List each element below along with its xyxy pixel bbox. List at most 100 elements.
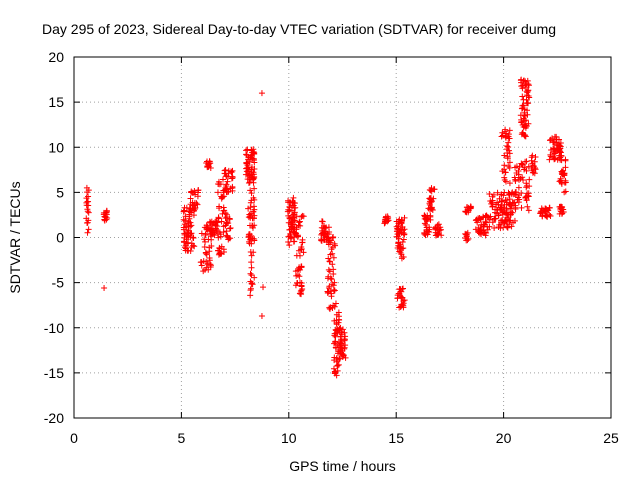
data-point	[341, 336, 348, 343]
data-point	[208, 225, 215, 232]
data-point	[249, 281, 256, 288]
data-point	[505, 163, 512, 170]
data-point	[532, 166, 539, 173]
data-point	[191, 207, 198, 214]
data-point	[299, 239, 306, 246]
data-point	[492, 215, 499, 222]
data-point	[300, 213, 307, 220]
data-point	[561, 179, 568, 186]
data-point	[512, 176, 519, 183]
data-point	[247, 187, 254, 194]
data-point	[220, 229, 227, 236]
data-point	[332, 338, 339, 345]
data-point	[181, 221, 188, 228]
data-point	[251, 274, 258, 281]
data-point	[188, 188, 195, 195]
data-point	[206, 244, 213, 251]
data-point	[506, 196, 513, 203]
data-point	[520, 77, 527, 84]
data-point	[489, 219, 496, 226]
data-point	[285, 212, 292, 219]
data-point	[204, 223, 211, 230]
data-point	[185, 222, 192, 229]
data-point	[556, 178, 563, 185]
data-point	[225, 167, 232, 174]
data-point	[486, 190, 493, 197]
data-point	[330, 365, 337, 372]
y-tick-label: -10	[44, 320, 64, 336]
data-point	[519, 93, 526, 100]
data-point	[537, 209, 544, 216]
data-point	[508, 209, 515, 216]
data-point	[330, 266, 337, 273]
axis-ticks: 0 5 10 15 20 25 -20 -15 -10 -5 0 5 10 15 20	[44, 49, 619, 446]
data-point	[501, 128, 508, 135]
data-point	[399, 301, 406, 308]
data-point	[329, 261, 336, 268]
data-point	[396, 290, 403, 297]
data-point	[224, 189, 231, 196]
data-point	[203, 251, 210, 258]
data-point	[394, 222, 401, 229]
data-point	[338, 328, 345, 335]
x-tick-label: 10	[281, 430, 297, 446]
data-point	[212, 222, 219, 229]
data-point	[181, 204, 188, 211]
data-point	[521, 113, 528, 120]
data-point	[220, 193, 227, 200]
data-point	[211, 219, 218, 226]
data-point	[532, 153, 539, 160]
data-point	[544, 206, 551, 213]
data-point	[191, 199, 198, 206]
data-point	[297, 279, 304, 286]
data-point	[484, 226, 491, 233]
y-tick-label: 5	[56, 184, 64, 200]
data-point	[260, 284, 267, 291]
data-point	[190, 235, 197, 242]
data-point	[328, 246, 335, 253]
data-point	[285, 219, 292, 226]
data-point	[248, 190, 255, 197]
data-point	[248, 272, 255, 279]
data-point	[523, 184, 530, 191]
data-point	[549, 135, 556, 142]
data-point	[506, 201, 513, 208]
data-point	[531, 158, 538, 165]
data-point	[243, 159, 250, 166]
data-point	[520, 176, 527, 183]
data-point	[498, 198, 505, 205]
data-point	[337, 324, 344, 331]
data-point	[522, 158, 529, 165]
data-point	[296, 218, 303, 225]
data-point	[515, 184, 522, 191]
data-point	[251, 185, 258, 192]
data-point	[476, 230, 483, 237]
data-point	[250, 215, 257, 222]
data-point	[333, 321, 340, 328]
data-point	[507, 202, 514, 209]
data-point	[334, 362, 341, 369]
data-point	[247, 287, 254, 294]
data-point	[204, 260, 211, 267]
data-point	[246, 240, 253, 247]
data-point	[326, 268, 333, 275]
data-point	[424, 212, 431, 219]
data-point	[320, 229, 327, 236]
data-point	[217, 233, 224, 240]
data-point	[558, 168, 565, 175]
data-point	[298, 287, 305, 294]
data-point	[248, 252, 255, 259]
data-point	[399, 238, 406, 245]
data-point	[518, 105, 525, 112]
data-point	[219, 193, 226, 200]
data-point	[205, 236, 212, 243]
data-point	[101, 217, 108, 224]
data-point	[322, 225, 329, 232]
data-point	[513, 170, 520, 177]
data-point	[327, 288, 334, 295]
data-point	[218, 218, 225, 225]
data-point	[84, 220, 91, 227]
data-point	[562, 157, 569, 164]
data-point	[180, 208, 187, 215]
x-tick-label: 15	[388, 430, 404, 446]
